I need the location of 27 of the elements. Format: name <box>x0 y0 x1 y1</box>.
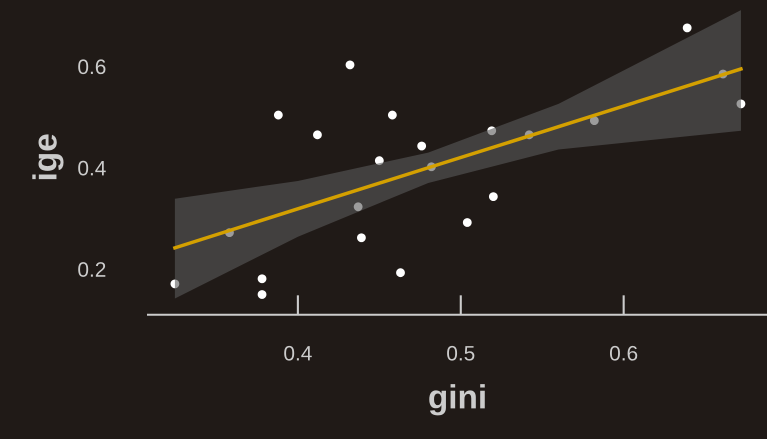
point <box>590 116 599 126</box>
y-tick-label: 0.2 <box>78 262 106 277</box>
y-tick-label: 0.6 <box>78 59 106 74</box>
point <box>388 110 397 120</box>
point <box>736 100 746 108</box>
point <box>417 142 426 150</box>
point <box>682 23 692 32</box>
point <box>487 126 496 136</box>
y-axis-title: ige <box>32 134 64 180</box>
point <box>346 60 354 70</box>
point <box>258 274 266 284</box>
point <box>374 156 384 166</box>
line-series <box>173 67 743 250</box>
y-tick-label: 0.4 <box>78 160 106 176</box>
x-tick-label: 0.5 <box>447 346 474 361</box>
point <box>170 279 180 288</box>
x-tick-label: 0.6 <box>610 346 638 361</box>
point <box>274 110 283 120</box>
point <box>488 192 498 202</box>
x-axis-title: gini <box>429 384 485 416</box>
point <box>258 290 266 299</box>
point <box>313 130 322 140</box>
point <box>357 233 366 242</box>
point <box>462 218 472 227</box>
point <box>396 268 405 278</box>
point <box>354 202 363 212</box>
x-tick-label: 0.4 <box>284 346 312 361</box>
